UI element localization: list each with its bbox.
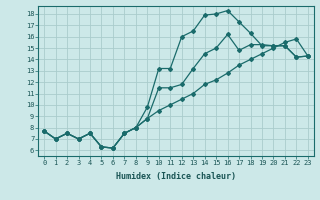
X-axis label: Humidex (Indice chaleur): Humidex (Indice chaleur) [116,172,236,181]
